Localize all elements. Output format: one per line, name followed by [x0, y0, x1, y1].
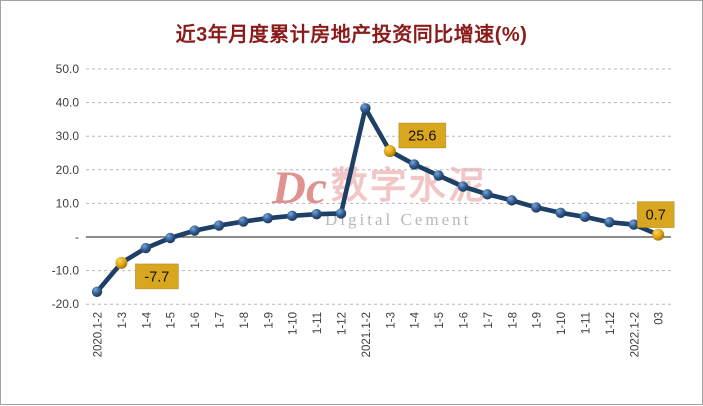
x-axis-category-label: 1-7 [483, 312, 495, 329]
data-point-marker [360, 103, 371, 114]
x-axis-category-label: 1-9 [263, 312, 275, 329]
data-point-marker [213, 220, 225, 231]
y-axis-tick-label: 40.0 [56, 96, 80, 110]
data-point-marker [409, 159, 420, 170]
data-point-marker [555, 207, 566, 219]
x-axis-category-label: 1-8 [507, 312, 519, 329]
x-axis-category-label: 1-8 [239, 312, 251, 329]
data-point-marker [628, 219, 639, 230]
x-axis-category-label: 1-6 [459, 312, 471, 329]
data-point-marker [531, 202, 542, 213]
x-axis-category-label: 2020.1-2 [93, 312, 105, 357]
y-axis-tick-label: 10.0 [56, 196, 80, 210]
y-axis-tick-label: - [75, 230, 79, 244]
data-point-marker [457, 181, 469, 192]
x-axis-category-label: 1-6 [190, 312, 202, 329]
data-point-marker [311, 208, 322, 220]
highlighted-data-point-marker [115, 256, 128, 269]
highlighted-data-point-marker [383, 144, 396, 157]
x-axis-category-label: 1-12 [605, 312, 617, 335]
x-axis-category-label: 1-11 [581, 312, 593, 334]
data-point-marker [189, 225, 200, 236]
y-axis-tick-label: 30.0 [56, 129, 80, 143]
data-point-marker [579, 211, 591, 223]
x-axis-category-label: 1-3 [117, 312, 129, 329]
data-point-marker [91, 286, 103, 297]
data-point-marker [482, 189, 493, 200]
data-point-marker [433, 170, 444, 181]
x-axis-category-label: 1-12 [337, 312, 349, 335]
data-label-badge [398, 122, 447, 149]
x-axis-category-label: 1-10 [288, 312, 300, 335]
y-axis-tick-label: -20.0 [52, 297, 80, 311]
data-point-marker [287, 210, 298, 222]
data-point-marker [140, 242, 151, 254]
x-axis-category-label: 1-4 [141, 311, 153, 328]
data-point-marker [604, 217, 615, 228]
data-label-text: 0.7 [646, 208, 666, 224]
data-label-text: -7.7 [144, 269, 169, 285]
data-point-marker [165, 232, 176, 244]
x-axis-category-label: 1-3 [385, 312, 397, 329]
y-axis-tick-label: 50.0 [56, 62, 80, 76]
y-axis-tick-label: -10.0 [52, 264, 80, 278]
x-axis-category-label: 1-4 [410, 311, 422, 328]
data-point-marker [506, 195, 517, 206]
x-axis-category-label: 03 [654, 312, 666, 325]
data-point-marker [262, 212, 273, 224]
x-axis-category-label: 1-5 [434, 312, 446, 329]
x-axis-category-label: 1-10 [556, 312, 568, 335]
data-point-marker [238, 216, 249, 227]
x-axis-category-label: 1-11 [312, 312, 324, 334]
x-axis-category-label: 2022.1-2 [629, 312, 641, 357]
highlighted-data-point-marker [652, 228, 665, 241]
x-axis-category-label: 1-5 [166, 312, 178, 329]
data-point-marker [335, 208, 347, 219]
x-axis-category-label: 1-9 [532, 312, 544, 329]
data-label-text: 25.6 [408, 128, 436, 144]
data-label-badge [636, 201, 675, 229]
data-label-badge [134, 263, 179, 290]
x-axis-category-label: 1-7 [215, 312, 227, 329]
x-axis-category-label: 2021.1-2 [361, 312, 373, 357]
y-axis-tick-label: 20.0 [56, 163, 80, 177]
